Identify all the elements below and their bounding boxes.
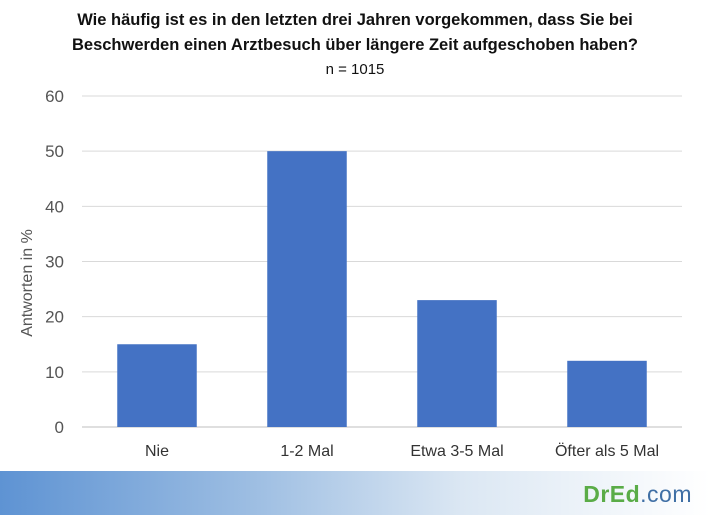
y-tick-label: 0 [55,418,64,437]
x-tick-label: 1-2 Mal [280,443,333,460]
y-tick-label: 40 [45,197,64,216]
chart-subtitle: n = 1015 [325,61,385,78]
dred-logo: DrEd.com [583,481,692,508]
x-tick-label: Etwa 3-5 Mal [410,443,503,460]
logo-brand-text: DrEd [583,481,641,507]
bar-1 [117,344,197,427]
x-tick-label: Öfter als 5 Mal [555,442,659,460]
x-tick-label: Nie [145,443,169,460]
bar-4 [567,360,647,427]
y-tick-label: 60 [45,87,64,106]
bar-3 [417,300,497,427]
logo-tld-text: .com [640,481,692,507]
footer-gradient-bar [0,471,710,515]
y-tick-label: 30 [45,253,64,272]
chart-title-line-1: Wie häufig ist es in den letzten drei Ja… [77,11,633,29]
y-tick-label: 20 [45,308,64,327]
bar-chart: 0 10 20 30 40 50 60 Nie 1-2 Mal Etwa 3-5 Mal Öfter… [45,87,682,460]
y-tick-label: 50 [45,142,64,161]
y-tick-label: 10 [45,363,64,382]
bar-2 [267,151,347,427]
chart-title-line-2: Beschwerden einen Arztbesuch über länger… [71,36,638,54]
chart-title: Wie häufig ist es in den letzten drei Ja… [0,8,710,58]
y-axis-label: Antworten in % [19,229,36,337]
